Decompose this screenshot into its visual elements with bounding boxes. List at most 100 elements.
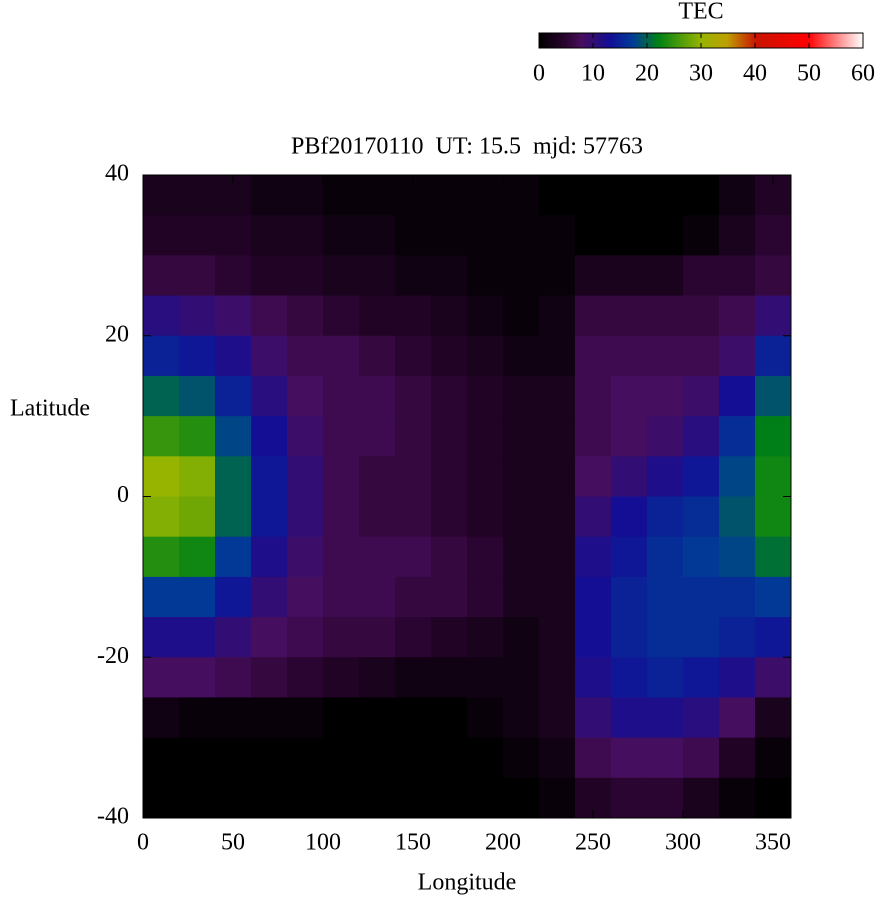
- heatmap-cell: [683, 295, 720, 337]
- heatmap-cell: [467, 215, 504, 256]
- heatmap-cell: [647, 215, 684, 256]
- heatmap-cell: [143, 697, 180, 739]
- heatmap-cell: [251, 657, 288, 698]
- heatmap-cell: [647, 697, 684, 739]
- heatmap-cell: [287, 295, 324, 337]
- heatmap-cell: [683, 617, 720, 658]
- heatmap-cell: [539, 496, 576, 538]
- heatmap-cell: [215, 496, 252, 538]
- heatmap-cell: [683, 536, 720, 578]
- heatmap-cell: [323, 697, 360, 739]
- colorbar-label: TEC: [678, 0, 723, 25]
- heatmap-cell: [215, 737, 252, 779]
- heatmap-cell: [647, 737, 684, 779]
- heatmap-cell: [539, 617, 576, 658]
- heatmap-cell: [575, 295, 612, 337]
- heatmap-cell: [287, 416, 324, 457]
- heatmap-cell: [719, 456, 756, 497]
- heatmap-cell: [719, 375, 756, 417]
- heatmap-cell: [287, 496, 324, 538]
- heatmap-cell: [683, 375, 720, 417]
- heatmap-cell: [179, 456, 216, 497]
- heatmap-cell: [611, 255, 648, 297]
- heatmap-cell: [719, 335, 756, 377]
- heatmap-cell: [287, 737, 324, 779]
- heatmap-cell: [647, 617, 684, 658]
- heatmap-cell: [503, 657, 540, 698]
- heatmap-cell: [755, 215, 792, 256]
- heatmap-cell: [215, 576, 252, 618]
- heatmap-cell: [215, 416, 252, 457]
- heatmap-cell: [611, 416, 648, 457]
- colorbar-tick-label: 30: [689, 61, 713, 87]
- colorbar-tick-label: 40: [743, 61, 767, 87]
- x-tick-label: 50: [221, 830, 245, 856]
- heatmap-cell: [323, 657, 360, 698]
- heatmap-cell: [575, 255, 612, 297]
- heatmap-cell: [179, 576, 216, 618]
- heatmap-cell: [503, 375, 540, 417]
- heatmap-cell: [611, 697, 648, 739]
- heatmap-cell: [287, 215, 324, 256]
- heatmap-cell: [215, 657, 252, 698]
- heatmap-cell: [431, 576, 468, 618]
- heatmap-cell: [431, 737, 468, 779]
- heatmap-cell: [647, 777, 684, 819]
- heatmap-cell: [683, 175, 720, 216]
- heatmap-cell: [575, 536, 612, 578]
- heatmap-cell: [503, 335, 540, 377]
- heatmap-cell: [179, 416, 216, 457]
- heatmap-cell: [719, 175, 756, 216]
- y-tick-label: -20: [97, 643, 129, 669]
- heatmap-cell: [467, 617, 504, 658]
- heatmap-cell: [683, 737, 720, 779]
- heatmap-cell: [755, 697, 792, 739]
- heatmap-cell: [359, 416, 396, 457]
- heatmap-cell: [719, 617, 756, 658]
- heatmap-cell: [431, 375, 468, 417]
- heatmap-cell: [539, 576, 576, 618]
- colorbar-tick-label: 60: [851, 61, 875, 87]
- heatmap-cell: [251, 777, 288, 819]
- heatmap-cell: [215, 697, 252, 739]
- heatmap-cell: [395, 416, 432, 457]
- heatmap-cell: [575, 416, 612, 457]
- heatmap-cell: [143, 295, 180, 337]
- heatmap-cell: [287, 576, 324, 618]
- y-tick-label: 20: [105, 321, 129, 347]
- heatmap-cell: [539, 737, 576, 779]
- heatmap-cell: [503, 496, 540, 538]
- heatmap-cell: [143, 175, 180, 216]
- heatmap-cell: [611, 335, 648, 377]
- heatmap-cell: [575, 657, 612, 698]
- heatmap-cell: [179, 777, 216, 819]
- heatmap-cell: [323, 777, 360, 819]
- heatmap-cell: [539, 335, 576, 377]
- heatmap-cell: [431, 335, 468, 377]
- heatmap-cell: [611, 737, 648, 779]
- heatmap-cell: [287, 255, 324, 297]
- x-tick-label: 300: [665, 830, 701, 856]
- heatmap-cell: [539, 295, 576, 337]
- heatmap-cell: [503, 295, 540, 337]
- heatmap-cell: [323, 576, 360, 618]
- heatmap-cell: [647, 536, 684, 578]
- heatmap-cell: [683, 496, 720, 538]
- heatmap-cell: [359, 375, 396, 417]
- heatmap-cell: [611, 617, 648, 658]
- heatmap-cell: [287, 777, 324, 819]
- heatmap-cell: [251, 335, 288, 377]
- heatmap-cell: [143, 375, 180, 417]
- heatmap-cell: [467, 496, 504, 538]
- heatmap: [143, 175, 792, 819]
- heatmap-cell: [395, 496, 432, 538]
- heatmap-cell: [503, 215, 540, 256]
- heatmap-cell: [359, 576, 396, 618]
- heatmap-cell: [575, 617, 612, 658]
- heatmap-cell: [503, 175, 540, 216]
- heatmap-cell: [467, 375, 504, 417]
- heatmap-cell: [431, 295, 468, 337]
- heatmap-cell: [647, 375, 684, 417]
- heatmap-cell: [215, 255, 252, 297]
- heatmap-cell: [719, 737, 756, 779]
